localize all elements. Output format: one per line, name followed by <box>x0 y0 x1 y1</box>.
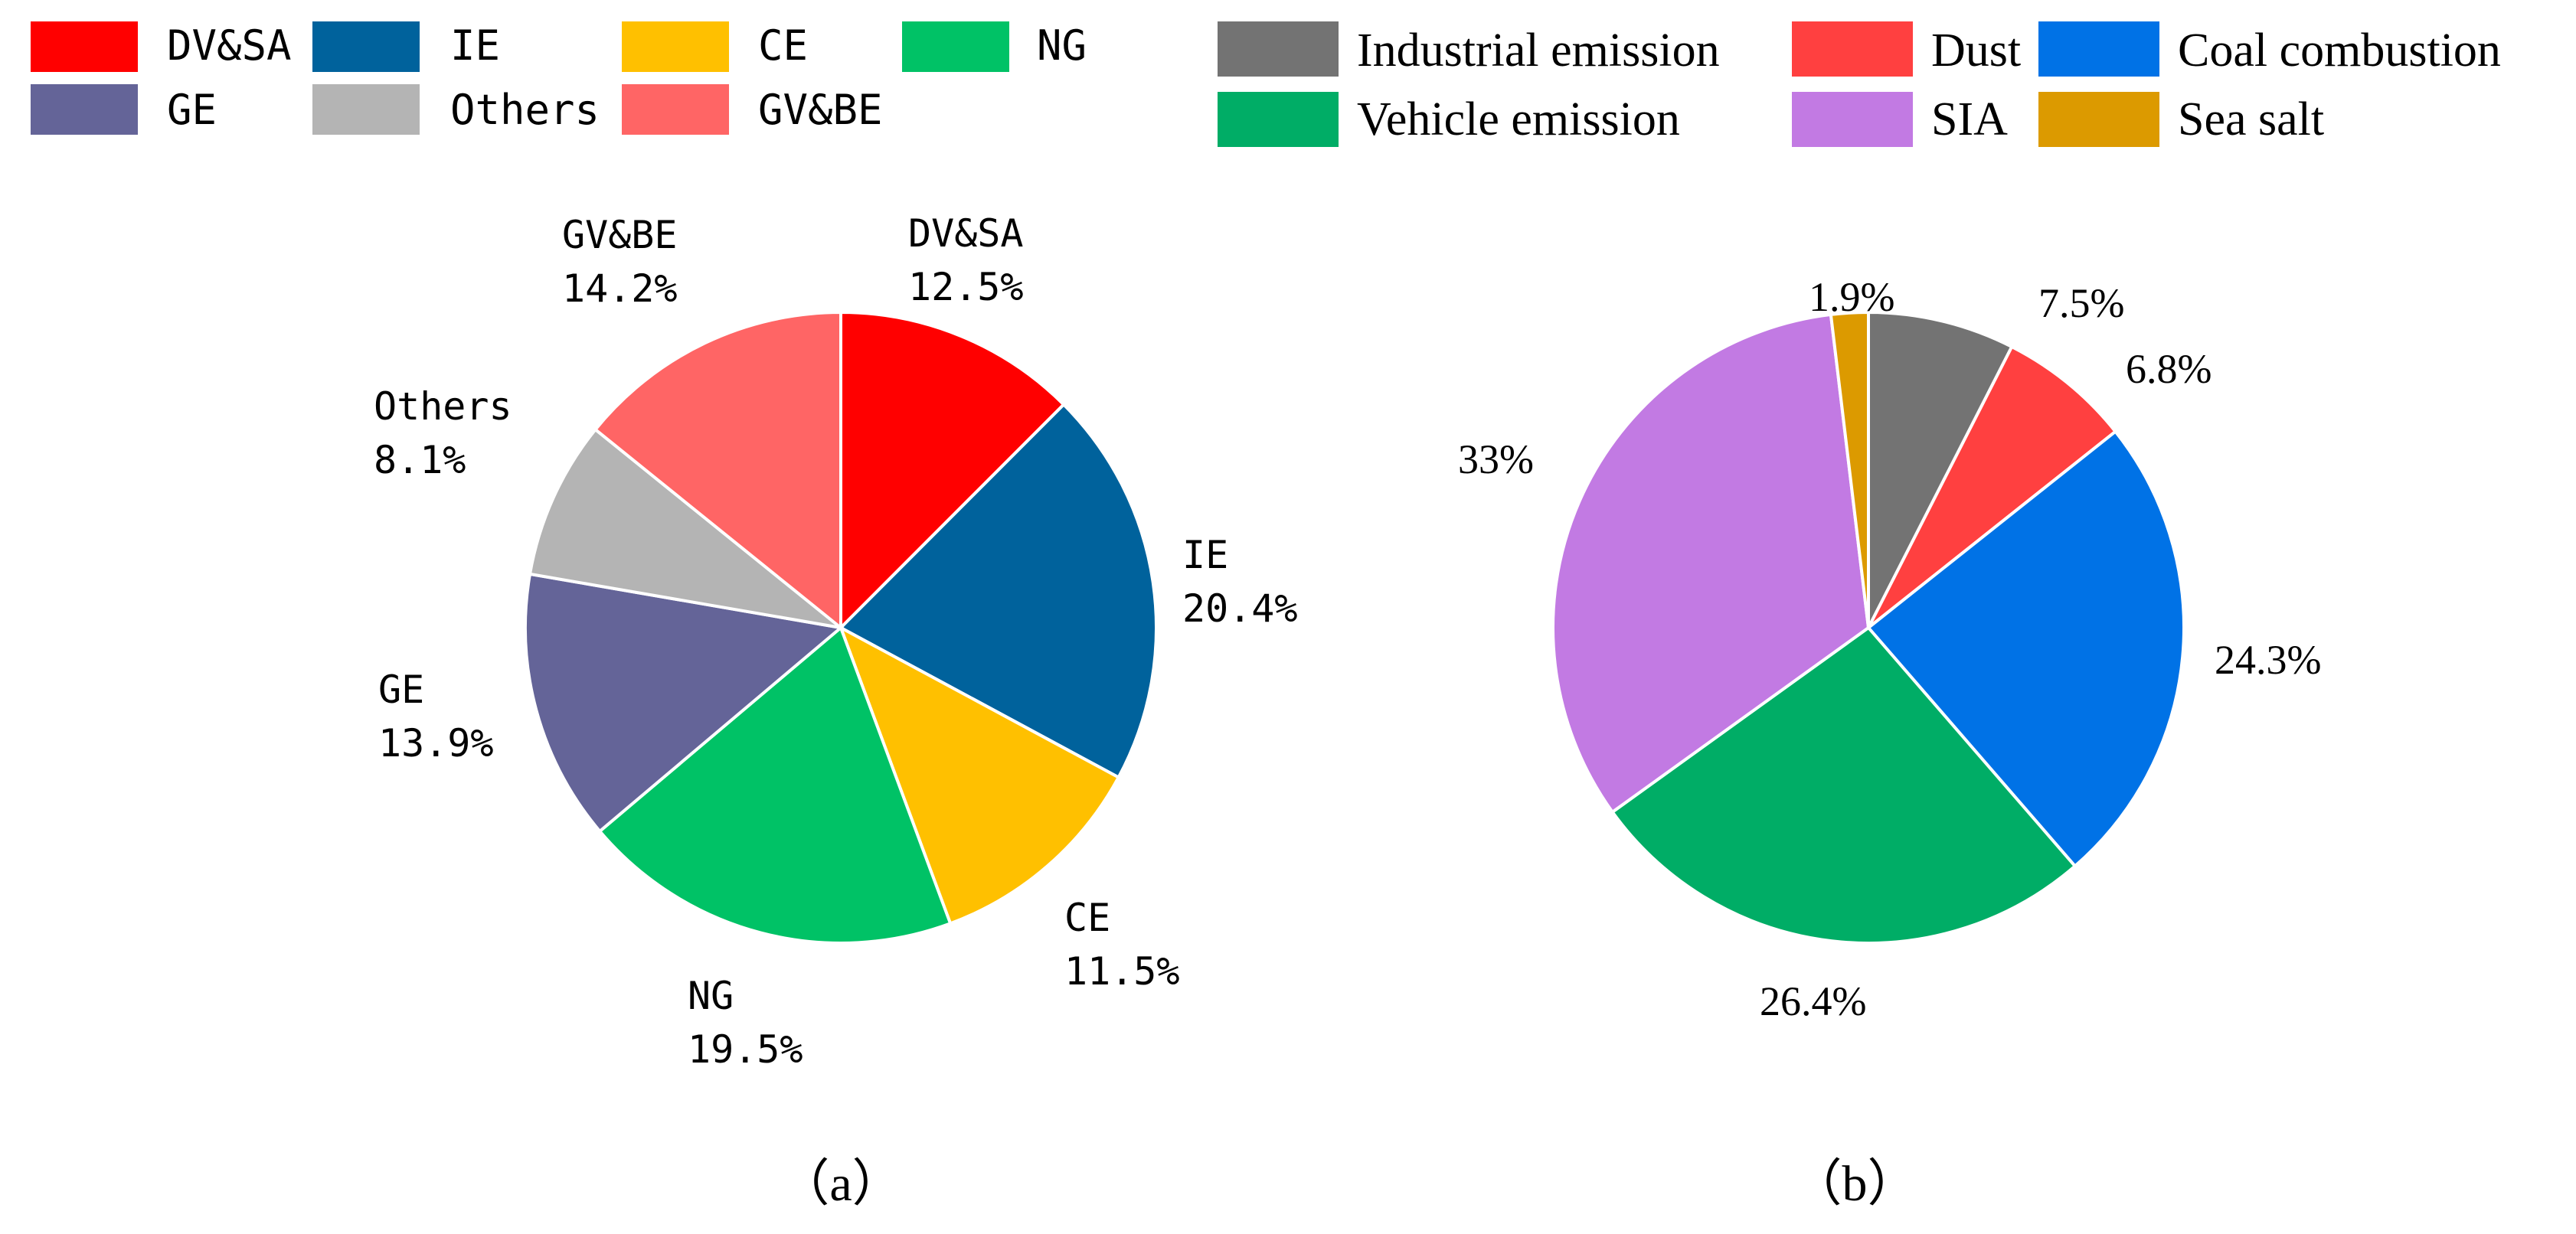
slice-label-value: 19.5% <box>688 1027 803 1072</box>
legend-b-label: Sea salt <box>2178 93 2324 145</box>
legend-b-item: Dust <box>1792 21 2021 77</box>
legend-b-item: SIA <box>1792 92 2008 147</box>
slice-label-name: NG <box>688 974 734 1018</box>
legend-a-swatch <box>312 84 420 135</box>
legend-a-swatch <box>622 21 729 72</box>
slice-label-name: GV&BE <box>562 213 678 257</box>
legend-b-item: Industrial emission <box>1218 21 1720 77</box>
legend-a-swatch <box>31 21 138 72</box>
legend-a-swatch <box>31 84 138 135</box>
legend-b-label: Coal combustion <box>2178 24 2501 77</box>
slice-label-name: CE <box>1064 896 1110 940</box>
pie-slice <box>1551 312 1871 815</box>
legend-b-label: Dust <box>1931 24 2021 77</box>
slice-label-value: 12.5% <box>908 265 1024 309</box>
legend-a-swatch <box>902 21 1009 72</box>
legend-a-item: DV&SA <box>31 21 292 72</box>
legend-a-swatch <box>622 84 729 135</box>
pie-slice <box>524 572 845 834</box>
legend-a-item: NG <box>902 21 1087 72</box>
slice-label-name: IE <box>1182 533 1228 577</box>
legend-a-item: GE <box>31 84 217 135</box>
legend-a-label: DV&SA <box>167 21 292 70</box>
legend-a-label: IE <box>450 21 500 70</box>
pie-slice <box>1867 344 2118 629</box>
pie-slice <box>593 310 842 632</box>
slice-label-value: 14.2% <box>562 266 678 311</box>
legend-b-swatch <box>2038 21 2159 77</box>
legend-a-label: Others <box>450 86 600 134</box>
slice-label-name: Others <box>374 384 512 429</box>
pie-a-labels: DV&SA 12.5% IE 20.4% CE 11.5% NG 19.5% G… <box>374 211 1298 1072</box>
legend-b-label: Industrial emission <box>1357 24 1720 77</box>
legend-b: Industrial emission Dust Coal combustion… <box>1218 21 2501 147</box>
pie-slice <box>597 625 953 945</box>
legend-a: DV&SA IE CE NG GE Others GV&BE <box>31 21 1087 135</box>
slice-label-value: 8.1% <box>374 438 466 482</box>
legend-b-swatch <box>2038 92 2159 147</box>
legend-a-item: Others <box>312 84 600 135</box>
pie-slice <box>528 427 847 631</box>
slice-label-value: 11.5% <box>1064 949 1180 994</box>
pie-slice <box>839 310 1066 632</box>
legend-a-label: CE <box>758 21 808 70</box>
slice-label-value: 6.8% <box>2126 346 2212 392</box>
slice-label-value: 1.9% <box>1809 274 1894 320</box>
pie-chart-b <box>1551 310 2185 945</box>
legend-b-item: Coal combustion <box>2038 21 2501 77</box>
pie-slice <box>1867 310 2014 628</box>
legend-a-label: NG <box>1037 21 1087 70</box>
legend-a-label: GV&BE <box>758 86 883 134</box>
slice-label-value: 7.5% <box>2038 280 2124 326</box>
legend-a-swatch <box>312 21 420 72</box>
pie-slice <box>1610 625 2077 945</box>
caption-a: （a） <box>779 1156 902 1212</box>
legend-a-label: GE <box>167 86 217 134</box>
slice-label-value: 33% <box>1458 436 1534 482</box>
slice-label-value: 20.4% <box>1182 586 1298 631</box>
slice-label-name: GE <box>378 668 424 712</box>
legend-b-swatch <box>1218 92 1339 147</box>
legend-b-label: SIA <box>1931 93 2008 145</box>
legend-b-swatch <box>1792 92 1913 147</box>
legend-a-item: CE <box>622 21 808 72</box>
slice-label-value: 24.3% <box>2215 637 2321 683</box>
legend-b-item: Vehicle emission <box>1218 92 1680 147</box>
legend-b-item: Sea salt <box>2038 92 2324 147</box>
slice-label-value: 26.4% <box>1760 978 1866 1024</box>
legend-b-label: Vehicle emission <box>1357 93 1680 145</box>
legend-b-swatch <box>1792 21 1913 77</box>
caption-b: （b） <box>1792 1156 1918 1212</box>
legend-a-item: IE <box>312 21 500 72</box>
pie-slice <box>1866 429 2185 869</box>
pie-b-labels: 7.5% 6.8% 24.3% 26.4% 33% 1.9% <box>1458 274 2321 1024</box>
slice-label-name: DV&SA <box>908 211 1024 256</box>
legend-b-swatch <box>1218 21 1339 77</box>
slice-label-value: 13.9% <box>378 721 494 766</box>
pie-slice <box>838 402 1158 780</box>
pie-slice <box>838 624 1121 925</box>
legend-a-item: GV&BE <box>622 84 883 135</box>
pie-chart-a <box>524 310 1158 945</box>
pie-slice <box>1829 310 1870 628</box>
